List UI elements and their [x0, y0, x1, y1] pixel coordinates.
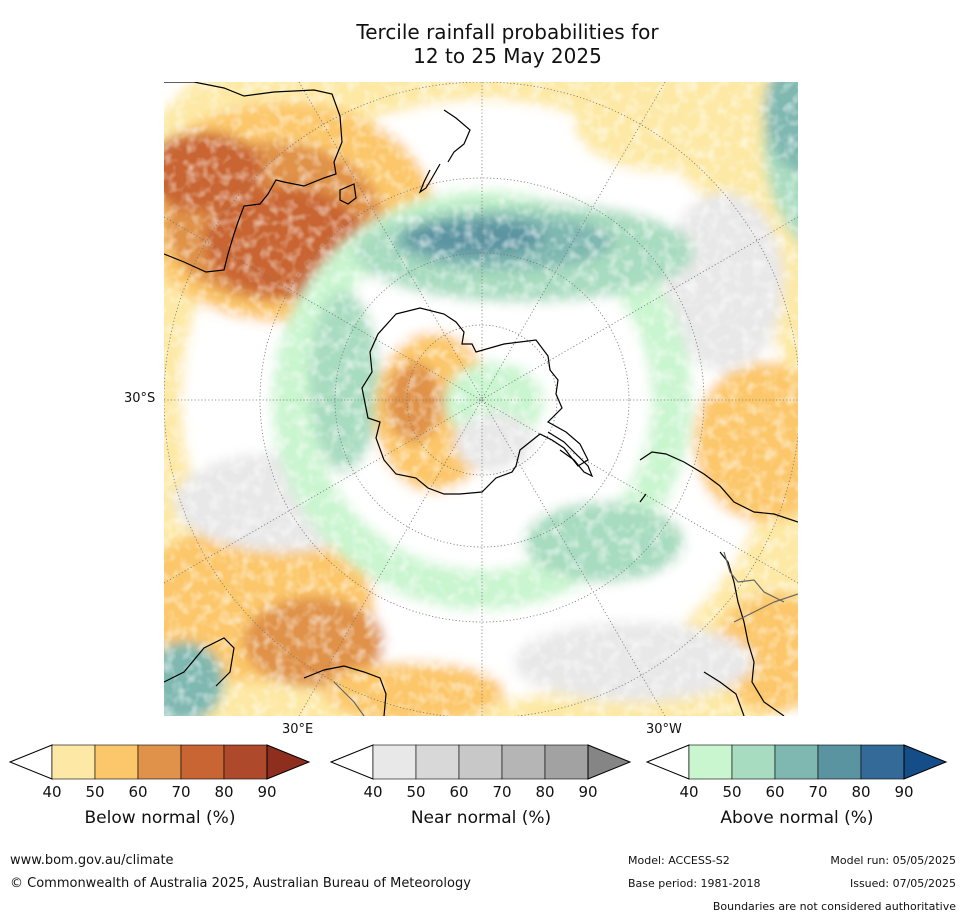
colorbar-above-max-triangle: [903, 744, 948, 780]
tick-label: 60: [449, 783, 469, 801]
colorbar-near-swatch: [372, 744, 417, 780]
colorbar-near-swatch: [415, 744, 460, 780]
issued-date: Issued: 07/05/2025: [849, 877, 956, 890]
boundary-disclaimer: Boundaries are not considered authoritat…: [712, 900, 956, 913]
antarctica-coastline: [361, 307, 589, 495]
colorbar-below-swatch: [51, 744, 96, 780]
colorbar-near-swatch: [501, 744, 546, 780]
colorbar-above-swatch: [688, 744, 733, 780]
tick-label: 40: [363, 783, 383, 801]
tick-label: 90: [257, 783, 277, 801]
colorbar-below-ticks: 40 50 60 70 80 90: [9, 783, 311, 803]
colorbar-above-swatch: [774, 744, 819, 780]
colorbar-above-normal: [646, 744, 948, 780]
new-zealand-coastline: [418, 109, 471, 194]
colorbar-near-max-triangle: [587, 744, 632, 780]
colorbar-below-normal: [9, 744, 311, 780]
national-borders: [333, 551, 798, 716]
tasmania-coastline: [339, 183, 357, 205]
chart-title: Tercile rainfall probabilities for 12 to…: [0, 20, 965, 68]
map-texture: [164, 82, 798, 716]
colorbar-below-swatch: [94, 744, 139, 780]
colorbar-above-swatch: [731, 744, 776, 780]
colorbar-below-swatch: [137, 744, 182, 780]
tick-label: 80: [851, 783, 871, 801]
longitude-label-30e: 30°E: [282, 722, 314, 737]
colorbar-near-normal-swatches: [330, 744, 632, 780]
tick-label: 90: [578, 783, 598, 801]
polar-map: [164, 82, 798, 716]
model-name: Model: ACCESS-S2: [628, 854, 730, 867]
website-link[interactable]: www.bom.gov.au/climate: [10, 853, 174, 868]
longitude-label-30w: 30°W: [646, 722, 682, 737]
model-run-date: Model run: 05/05/2025: [830, 854, 956, 867]
tick-label: 80: [214, 783, 234, 801]
tick-label: 50: [722, 783, 742, 801]
tick-label: 70: [492, 783, 512, 801]
colorbar-below-max-triangle: [266, 744, 311, 780]
australia-coastline: [164, 82, 343, 273]
colorbar-below-normal-swatches: [9, 744, 311, 780]
tick-label: 70: [171, 783, 191, 801]
south-africa-coastline: [164, 637, 387, 716]
south-america-coastline: [639, 451, 798, 716]
colorbar-above-min-triangle: [646, 744, 690, 780]
colorbar-below-title: Below normal (%): [84, 808, 236, 828]
graticule: [164, 82, 798, 716]
colorbar-near-swatch: [544, 744, 589, 780]
colorbar-near-ticks: 40 50 60 70 80 90: [330, 783, 632, 803]
tick-label: 50: [406, 783, 426, 801]
colorbar-above-swatch: [860, 744, 905, 780]
title-line-1: Tercile rainfall probabilities for: [356, 20, 659, 44]
latitude-label-30s: 30°S: [124, 391, 156, 406]
colorbar-above-ticks: 40 50 60 70 80 90: [646, 783, 948, 803]
tick-label: 50: [85, 783, 105, 801]
tick-label: 60: [128, 783, 148, 801]
colorbar-above-title: Above normal (%): [720, 808, 874, 828]
title-line-2: 12 to 25 May 2025: [413, 44, 602, 68]
colorbar-below-min-triangle: [9, 744, 53, 780]
tick-label: 70: [808, 783, 828, 801]
colorbar-above-swatch: [817, 744, 862, 780]
colorbar-near-min-triangle: [330, 744, 374, 780]
base-period: Base period: 1981-2018: [628, 877, 761, 890]
colorbar-below-swatch: [223, 744, 268, 780]
colorbar-below-swatch: [180, 744, 225, 780]
colorbar-near-title: Near normal (%): [410, 808, 552, 828]
colorbar-above-normal-swatches: [646, 744, 948, 780]
colorbar-near-swatch: [458, 744, 503, 780]
tick-label: 60: [765, 783, 785, 801]
antarctic-peninsula: [547, 431, 594, 478]
tick-label: 40: [42, 783, 62, 801]
colorbar-near-normal: [330, 744, 632, 780]
tick-label: 90: [894, 783, 914, 801]
tick-label: 40: [679, 783, 699, 801]
tick-label: 80: [535, 783, 555, 801]
copyright-text: © Commonwealth of Australia 2025, Austra…: [10, 876, 471, 891]
